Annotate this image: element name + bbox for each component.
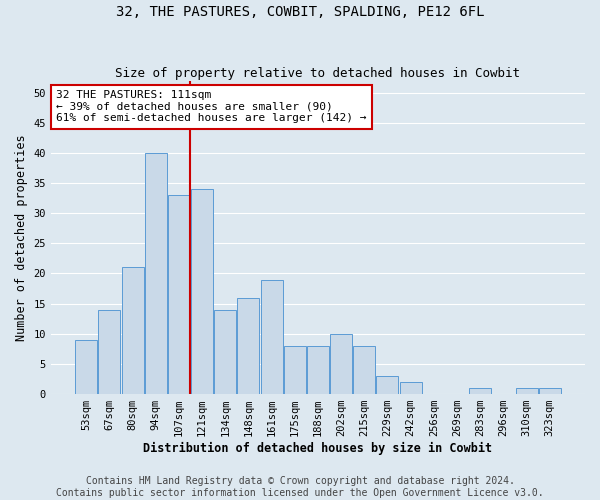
Bar [400, 382, 422, 394]
Title: Size of property relative to detached houses in Cowbit: Size of property relative to detached ho… [115, 66, 520, 80]
Bar [469, 388, 491, 394]
Bar [353, 346, 376, 394]
Bar [75, 340, 97, 394]
Bar [515, 388, 538, 394]
Bar [238, 298, 259, 394]
Text: 32 THE PASTURES: 111sqm
← 39% of detached houses are smaller (90)
61% of semi-de: 32 THE PASTURES: 111sqm ← 39% of detache… [56, 90, 367, 124]
Y-axis label: Number of detached properties: Number of detached properties [15, 134, 28, 340]
Bar [376, 376, 398, 394]
Text: Contains HM Land Registry data © Crown copyright and database right 2024.
Contai: Contains HM Land Registry data © Crown c… [56, 476, 544, 498]
Bar [539, 388, 561, 394]
X-axis label: Distribution of detached houses by size in Cowbit: Distribution of detached houses by size … [143, 442, 493, 455]
Bar [145, 153, 167, 394]
Bar [122, 268, 143, 394]
Bar [284, 346, 306, 394]
Bar [98, 310, 121, 394]
Bar [191, 189, 213, 394]
Bar [214, 310, 236, 394]
Text: 32, THE PASTURES, COWBIT, SPALDING, PE12 6FL: 32, THE PASTURES, COWBIT, SPALDING, PE12… [116, 5, 484, 19]
Bar [307, 346, 329, 394]
Bar [168, 195, 190, 394]
Bar [330, 334, 352, 394]
Bar [260, 280, 283, 394]
